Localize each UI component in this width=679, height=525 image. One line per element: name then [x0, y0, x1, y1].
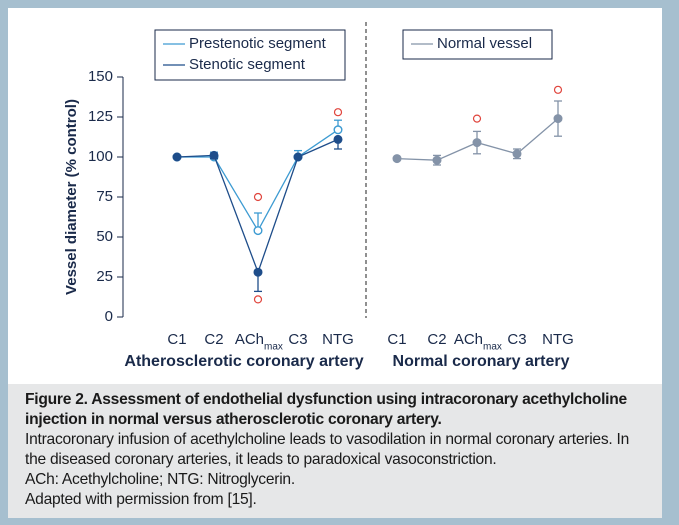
caption-line: Intracoronary infusion of acethylcholine…: [25, 431, 630, 468]
point: [553, 114, 563, 124]
outlier: [472, 114, 482, 123]
y-tick-label: 50: [96, 228, 113, 245]
outlier: [253, 192, 263, 202]
x-axis-label: Atherosclerotic coronary artery: [124, 353, 363, 370]
point: [209, 150, 219, 160]
caption-line: Adapted with permission from [15].: [25, 491, 257, 508]
point: [512, 149, 522, 159]
x-tick-label: ACh: [454, 331, 483, 348]
y-tick-label: 75: [96, 188, 113, 205]
y-tick-label: 150: [88, 68, 113, 85]
outlier: [553, 85, 563, 94]
point: [333, 125, 343, 135]
x-tick-label: C2: [204, 331, 223, 348]
y-tick-label: 25: [96, 268, 113, 285]
x-axis-label: Normal coronary artery: [393, 353, 570, 370]
point: [253, 226, 263, 236]
point: [333, 134, 343, 144]
y-tick-label: 125: [88, 108, 113, 125]
outlier: [333, 108, 343, 117]
point: [253, 267, 263, 277]
chart: Vessel diameter (% control) 0 25 50 75 100 12…: [8, 8, 662, 384]
point: [472, 138, 482, 148]
y-tick-label: 0: [105, 308, 113, 325]
caption-line: ACh: Acethylcholine; NTG: Nitroglycerin.: [25, 471, 295, 488]
x-tick-label: C1: [387, 331, 406, 348]
caption: Figure 2. Assessment of endothelial dysf…: [8, 384, 662, 518]
x-tick-sub: max: [264, 342, 283, 353]
x-tick-label: NTG: [542, 331, 574, 348]
x-tick-label: NTG: [322, 331, 354, 348]
legend-label: Normal vessel: [437, 35, 532, 52]
caption-title: Figure 2. Assessment of endothelial dysf…: [25, 391, 627, 428]
x-tick-label: ACh: [235, 331, 264, 348]
legend-label: Prestenotic segment: [189, 35, 327, 52]
legend-box: [154, 29, 346, 81]
x-tick-label: C2: [427, 331, 446, 348]
x-tick-label: C3: [507, 331, 526, 348]
point: [432, 155, 442, 165]
series-line: [176, 138, 339, 275]
point: [172, 152, 182, 162]
x-tick-label: C1: [167, 331, 186, 348]
point: [392, 154, 402, 164]
x-tick-sub: max: [483, 342, 502, 353]
y-tick-label: 100: [88, 148, 113, 165]
outlier: [253, 295, 263, 304]
point: [293, 152, 303, 162]
legend-label: Stenotic segment: [189, 56, 306, 73]
y-axis-label: Vessel diameter (% control): [63, 99, 80, 295]
x-tick-label: C3: [288, 331, 307, 348]
